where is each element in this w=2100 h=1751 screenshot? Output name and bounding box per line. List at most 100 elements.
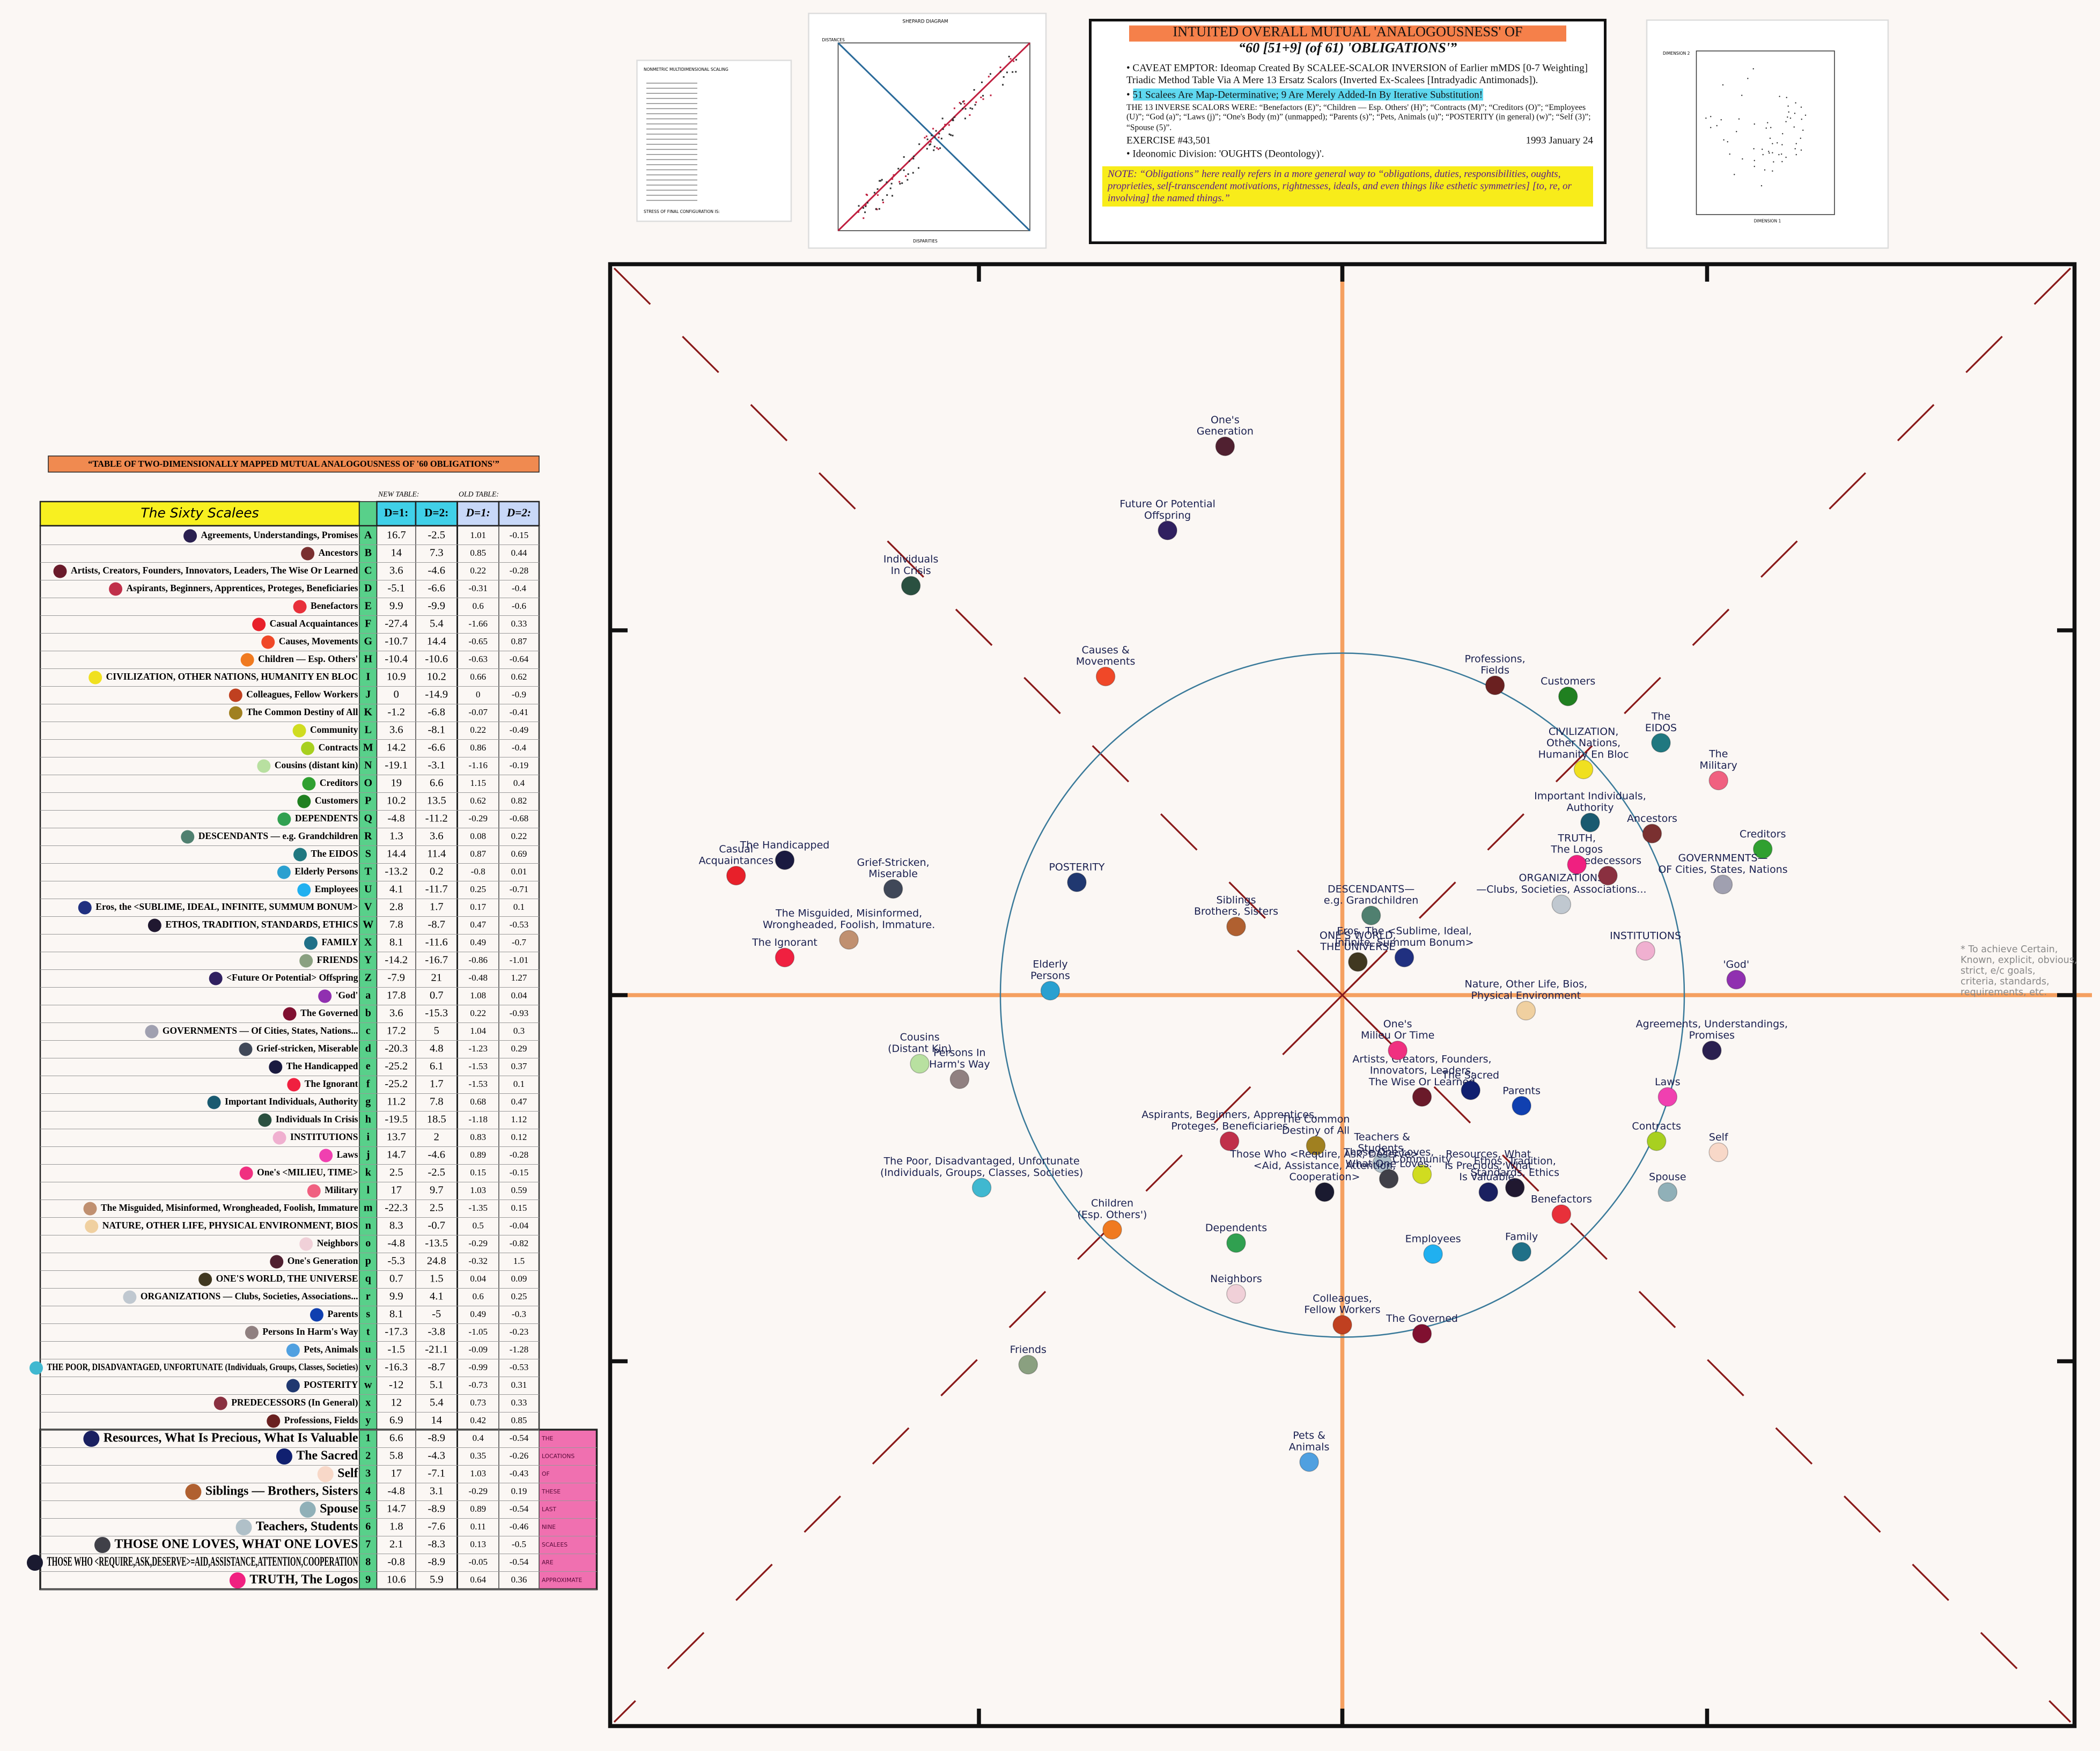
table-cell: 0.25 (470, 884, 486, 894)
pink-note: LOCATIONS (542, 1453, 574, 1460)
shepard-line (837, 42, 1031, 232)
map-point (839, 930, 859, 950)
table-cell: 0.86 (470, 742, 486, 753)
table-cell: 0.73 (470, 1397, 486, 1408)
map-point (1505, 1178, 1525, 1198)
table-cell: 2.5 (389, 1167, 403, 1179)
scalee-name: Customers (315, 795, 358, 806)
table-cell: 1.5 (430, 1273, 444, 1285)
shepard-point (875, 208, 877, 210)
scalee-key: 7 (365, 1539, 371, 1550)
scalee-name: ETHOS, TRADITION, STANDARDS, ETHICS (165, 919, 358, 930)
map-label: 'God' (1723, 959, 1749, 970)
scalee-key: b (365, 1007, 371, 1019)
map-label: Authority (1567, 801, 1614, 813)
scalee-dot (297, 794, 311, 808)
scalee-key: O (364, 777, 372, 789)
map-point (1713, 874, 1733, 895)
config-point: • (1772, 142, 1774, 148)
table-cell: 0.69 (511, 849, 527, 859)
shepard-point (1003, 76, 1005, 78)
shepard-point (962, 101, 964, 103)
table-cell: 5.4 (430, 618, 444, 630)
shepard-point (964, 108, 967, 110)
map-point (1461, 1080, 1480, 1100)
table-cell: 6.1 (430, 1061, 444, 1072)
scalee-dot (27, 1555, 43, 1571)
table-cell: -0.4 (512, 742, 526, 753)
table-cell: -0.5 (512, 1539, 526, 1549)
scalee-name: Laws (337, 1149, 358, 1160)
map-label: Students. (1358, 1143, 1406, 1154)
shepard-point (866, 194, 868, 196)
shepard-point (1006, 71, 1008, 73)
config-y-label: DIMENSION 2 (1663, 51, 1690, 56)
scalee-name: The Sacred (296, 1448, 358, 1462)
table-title: “TABLE OF TWO-DIMENSIONALLY MAPPED MUTUA… (88, 459, 499, 469)
table-cell: 10.2 (427, 671, 446, 683)
map-label: Those One Loves, (1343, 1146, 1434, 1158)
table-cell: 0.47 (470, 919, 486, 930)
config-point: • (1742, 157, 1744, 163)
scalee-key: S (365, 848, 371, 860)
shepard-point (935, 130, 937, 132)
scalee-dot (261, 635, 275, 649)
shepard-point (866, 202, 868, 204)
config-point: • (1753, 146, 1755, 152)
table-cell: 0.44 (511, 548, 527, 558)
pink-note: THESE (541, 1488, 561, 1495)
scalee-dot (252, 617, 266, 631)
table-cell: -19.1 (385, 760, 408, 771)
table-cell: 0.29 (511, 1043, 527, 1054)
table-cell: -1.05 (469, 1327, 488, 1337)
table-cell: 14.2 (387, 742, 406, 754)
map-point (775, 947, 795, 968)
scalee-name: Creditors (320, 777, 358, 788)
map-label: One's (1383, 1018, 1412, 1030)
key-column (359, 501, 378, 1590)
scalee-key: n (365, 1220, 371, 1232)
config-point: • (1800, 105, 1802, 111)
map-label: Parents (1502, 1085, 1541, 1097)
scalee-name: Aspirants, Beginners, Apprentices, Prote… (127, 583, 358, 593)
config-point: • (1720, 117, 1722, 123)
table-cell: 8.1 (389, 1308, 403, 1320)
map-label: Agreements, Understandings, (1636, 1018, 1788, 1030)
scalee-key: h (365, 1114, 371, 1125)
shepard-point (890, 182, 893, 185)
shepard-point (903, 156, 905, 158)
shepard-point (989, 73, 991, 75)
scalee-name: The EIDOS (311, 848, 358, 859)
table-cell: -13.2 (385, 866, 408, 878)
shepard-point (876, 194, 879, 196)
shepard-point (952, 119, 954, 121)
map-point (1708, 770, 1728, 791)
table-cell: -5.3 (388, 1255, 405, 1267)
info-text: Ideonomic Division: 'OUGHTS (Deontology)… (1132, 148, 1324, 160)
table-cell: -1.5 (388, 1344, 405, 1356)
shepard-point (942, 128, 944, 130)
table-cell: 0 (394, 689, 399, 701)
shepard-point (927, 142, 930, 144)
map-point (1018, 1355, 1038, 1375)
shepard-point (903, 169, 905, 171)
table-cell: 0.87 (511, 636, 527, 646)
config-point: • (1795, 142, 1797, 148)
scalee-name: Cousins (distant kin) (275, 760, 358, 770)
scalee-dot (277, 812, 291, 826)
table-cell: -1.01 (510, 955, 528, 965)
table-cell: 0.15 (511, 1203, 527, 1213)
table-cell: -5.1 (388, 583, 405, 594)
scalee-key: c (366, 1025, 371, 1037)
table-cell: -27.4 (385, 618, 408, 630)
table-cell: -0.54 (510, 1433, 529, 1443)
map-point (1379, 1169, 1399, 1189)
info-item: • Ideonomic Division: 'OUGHTS (Deontolog… (1126, 148, 1324, 160)
table-cell: 17.8 (387, 990, 406, 1002)
scalee-key: u (365, 1344, 371, 1356)
table-cell: 0.22 (511, 831, 527, 841)
table-cell: 16.7 (387, 529, 406, 541)
map-point (1423, 1244, 1443, 1264)
scalee-dot (270, 1255, 284, 1269)
scalee-name: Colleagues, Fellow Workers (246, 689, 358, 700)
